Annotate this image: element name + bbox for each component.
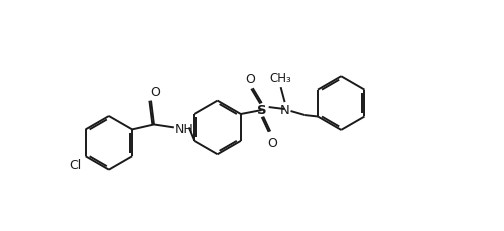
Text: O: O — [150, 85, 160, 98]
Text: CH₃: CH₃ — [270, 72, 291, 85]
Text: O: O — [268, 136, 278, 149]
Text: NH: NH — [175, 122, 194, 135]
Text: N: N — [280, 103, 289, 116]
Text: S: S — [257, 103, 267, 116]
Text: O: O — [245, 73, 255, 86]
Text: Cl: Cl — [70, 158, 82, 171]
